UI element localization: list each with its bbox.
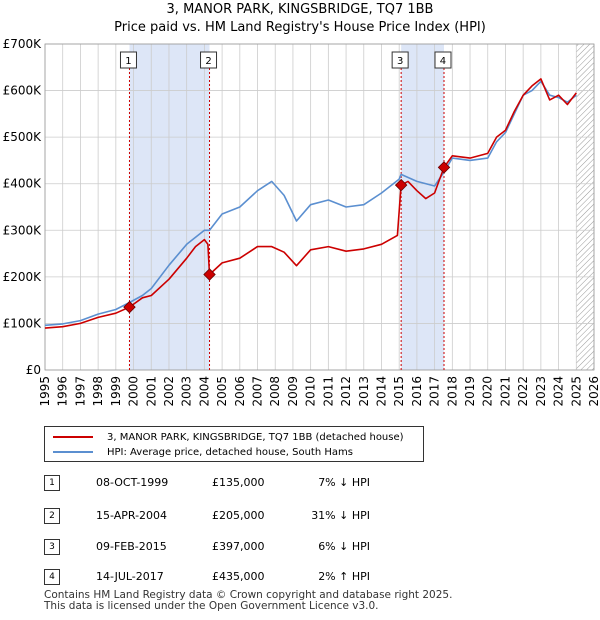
x-tick-label: 2021 bbox=[498, 376, 512, 407]
x-tick-label: 2015 bbox=[392, 376, 406, 407]
plot-frame bbox=[44, 43, 595, 371]
x-tick-label: 2022 bbox=[516, 376, 530, 407]
sale-period-shade bbox=[129, 44, 210, 370]
legend-label-hpi: HPI: Average price, detached house, Sout… bbox=[107, 446, 353, 458]
y-tick-label: £400K bbox=[3, 177, 43, 191]
sale-hpi-diff: 7% ↓ HPI bbox=[318, 476, 370, 489]
x-tick-label: 2024 bbox=[552, 376, 566, 407]
y-tick-label: £0 bbox=[26, 363, 41, 377]
x-tick-label: 2003 bbox=[180, 376, 194, 407]
sale-hpi-diff: 2% ↑ HPI bbox=[318, 570, 370, 583]
sale-price: £435,000 bbox=[212, 570, 265, 583]
y-tick-label: £500K bbox=[3, 130, 43, 144]
footer-copyright: Contains HM Land Registry data © Crown c… bbox=[44, 589, 453, 601]
x-tick-label: 2005 bbox=[215, 376, 229, 407]
x-tick-label: 2018 bbox=[445, 376, 459, 407]
sale-period-shade bbox=[401, 44, 444, 370]
sale-date: 14-JUL-2017 bbox=[96, 570, 164, 583]
legend-swatch-hpi bbox=[53, 451, 93, 453]
footer-licence: This data is licensed under the Open Gov… bbox=[44, 600, 379, 612]
sale-marker-box bbox=[391, 51, 409, 69]
x-tick-label: 2025 bbox=[569, 376, 583, 407]
legend-swatch-property bbox=[53, 436, 93, 438]
sale-marker-label: 2 bbox=[205, 56, 211, 67]
x-tick-label: 2026 bbox=[587, 376, 600, 407]
sale-price: £397,000 bbox=[212, 540, 265, 553]
sale-row: 1 08-OCT-1999 £135,000 7% ↓ HPI bbox=[44, 472, 464, 492]
legend: 3, MANOR PARK, KINGSBRIDGE, TQ7 1BB (det… bbox=[44, 426, 424, 462]
x-tick-label: 2004 bbox=[197, 376, 211, 407]
plot-area bbox=[45, 44, 594, 370]
x-tick-label: 1995 bbox=[38, 376, 52, 407]
sale-marker-box bbox=[119, 51, 137, 69]
sale-number: 4 bbox=[44, 569, 60, 585]
x-tick-label: 1996 bbox=[56, 376, 70, 407]
sale-hpi-diff: 6% ↓ HPI bbox=[318, 540, 370, 553]
sale-number: 1 bbox=[44, 475, 60, 491]
sale-point bbox=[437, 161, 451, 174]
sale-point bbox=[203, 268, 216, 281]
forecast-hatch bbox=[576, 44, 594, 370]
x-tick-label: 2019 bbox=[463, 376, 477, 407]
sale-date: 09-FEB-2015 bbox=[96, 540, 167, 553]
sale-row: 2 15-APR-2004 £205,000 31% ↓ HPI bbox=[44, 505, 464, 525]
y-tick-label: £700K bbox=[3, 37, 43, 51]
footer: Contains HM Land Registry data © Crown c… bbox=[44, 590, 452, 612]
sale-date: 15-APR-2004 bbox=[96, 509, 168, 522]
x-tick-label: 2002 bbox=[162, 376, 176, 407]
sale-row: 4 14-JUL-2017 £435,000 2% ↑ HPI bbox=[44, 566, 464, 586]
x-tick-label: 2013 bbox=[357, 376, 371, 407]
x-tick-label: 2010 bbox=[304, 376, 318, 407]
sale-point bbox=[394, 178, 408, 192]
chart-title: 3, MANOR PARK, KINGSBRIDGE, TQ7 1BB bbox=[166, 2, 434, 17]
x-tick-label: 2016 bbox=[410, 376, 424, 407]
y-tick-label: £200K bbox=[3, 270, 43, 284]
x-tick-label: 2006 bbox=[233, 376, 247, 407]
sale-marker-label: 4 bbox=[440, 56, 446, 67]
y-tick-label: £100K bbox=[3, 316, 43, 330]
price-chart: £0 £100K £200K £300K £400K £500K £600K £700K 199… bbox=[3, 37, 600, 407]
x-tick-label: 1998 bbox=[91, 376, 105, 407]
x-tick-label: 2020 bbox=[481, 376, 495, 407]
sale-marker-label: 3 bbox=[397, 56, 403, 67]
x-tick-label: 2017 bbox=[428, 376, 442, 407]
legend-label-property: 3, MANOR PARK, KINGSBRIDGE, TQ7 1BB (det… bbox=[107, 431, 404, 443]
x-tick-label: 2000 bbox=[127, 376, 141, 407]
sale-price: £205,000 bbox=[212, 509, 265, 522]
sale-price: £135,000 bbox=[212, 476, 265, 489]
sale-marker-box bbox=[200, 51, 218, 69]
x-tick-label: 2008 bbox=[268, 376, 282, 407]
x-tick-label: 2012 bbox=[339, 376, 353, 407]
y-tick-label: £600K bbox=[3, 84, 43, 98]
x-tick-label: 1999 bbox=[109, 376, 123, 407]
chart-subtitle: Price paid vs. HM Land Registry's House … bbox=[114, 20, 486, 35]
sale-hpi-diff: 31% ↓ HPI bbox=[311, 509, 370, 522]
series-line-property bbox=[44, 78, 577, 329]
sale-marker-box bbox=[434, 51, 452, 69]
sale-marker-label: 1 bbox=[125, 56, 131, 67]
y-tick-label: £300K bbox=[3, 223, 43, 237]
sale-row: 3 09-FEB-2015 £397,000 6% ↓ HPI bbox=[44, 536, 464, 556]
x-tick-label: 2001 bbox=[144, 376, 158, 407]
legend-item-property: 3, MANOR PARK, KINGSBRIDGE, TQ7 1BB (det… bbox=[53, 430, 404, 444]
x-tick-label: 2023 bbox=[534, 376, 548, 407]
sale-number: 3 bbox=[44, 539, 60, 555]
x-tick-label: 2009 bbox=[286, 376, 300, 407]
legend-item-hpi: HPI: Average price, detached house, Sout… bbox=[53, 445, 353, 459]
sale-point bbox=[123, 300, 136, 314]
sale-number: 2 bbox=[44, 508, 60, 524]
x-tick-label: 2014 bbox=[374, 376, 388, 407]
sale-date: 08-OCT-1999 bbox=[96, 476, 169, 489]
x-tick-label: 2007 bbox=[251, 376, 265, 407]
x-tick-label: 2011 bbox=[321, 376, 335, 407]
x-tick-label: 1997 bbox=[73, 376, 87, 407]
